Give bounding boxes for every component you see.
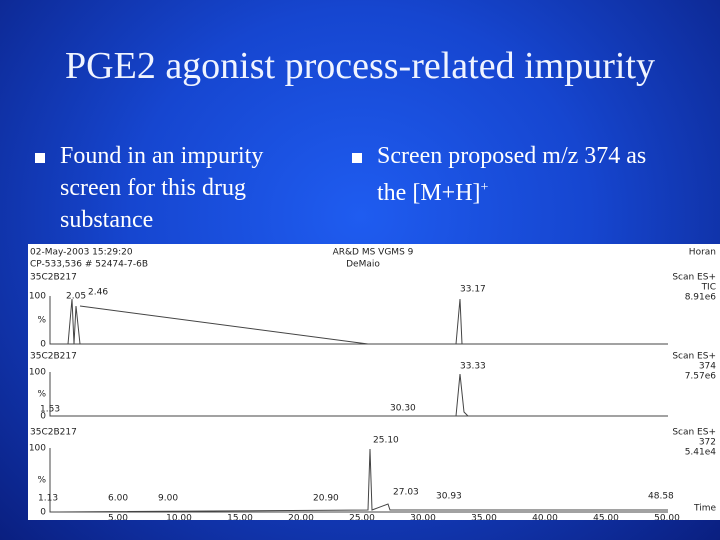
peak-label: 27.03 <box>393 488 419 498</box>
x-tick-label: 5.00 <box>108 514 128 521</box>
figure-background <box>28 244 720 520</box>
peak-label: 20.90 <box>313 494 339 504</box>
traces <box>49 296 668 513</box>
y-label: % <box>37 476 46 486</box>
x-tick-label: 35.00 <box>471 514 497 521</box>
peak-label: 33.33 <box>460 362 486 372</box>
panel-info: TIC <box>701 283 716 293</box>
peak-label: 6.00 <box>108 494 128 504</box>
trace <box>67 298 668 345</box>
header-text: Horan <box>689 248 716 258</box>
text: the [M+H] <box>377 180 481 206</box>
bullet-marker <box>352 153 362 163</box>
y-label: % <box>37 316 46 326</box>
panel-info: 372 <box>699 438 716 448</box>
bullet-line: the [M+H]+ <box>377 172 646 209</box>
superscript: + <box>480 180 489 195</box>
y-label: 0 <box>40 412 46 422</box>
panel-label: 35C2B217 <box>30 352 77 362</box>
y-label: 100 <box>29 444 46 454</box>
peak-label: 1.53 <box>40 405 60 415</box>
panel-info: 7.57e6 <box>685 372 717 382</box>
panel-info: 8.91e6 <box>685 293 717 303</box>
panel-info: 5.41e4 <box>685 448 717 458</box>
header-text: CP-533,536 # 52474-7-6B <box>30 260 148 270</box>
peak-label: 2.46 <box>88 288 108 298</box>
header-text: DeMaio <box>346 260 380 270</box>
x-tick-label: 15.00 <box>227 514 253 521</box>
bullet-line: substance <box>60 207 154 233</box>
x-tick-label: 10.00 <box>166 514 192 521</box>
peak-label: 30.30 <box>390 404 416 414</box>
peak-label: 2.05 <box>66 292 86 302</box>
y-label: % <box>37 390 46 400</box>
axis <box>49 448 668 513</box>
panel-label: 35C2B217 <box>30 428 77 438</box>
trace <box>68 373 668 417</box>
bullet: Screen proposed m/z 374 as the [M+H]+ <box>352 140 647 209</box>
y-label: 0 <box>40 508 46 518</box>
x-tick-label: 20.00 <box>288 514 314 521</box>
panel-info: 374 <box>699 362 716 372</box>
panel-label: 35C2B217 <box>30 273 77 283</box>
peak-label: 25.10 <box>373 436 399 446</box>
x-tick-label: 30.00 <box>410 514 436 521</box>
peak-label: 9.00 <box>158 494 178 504</box>
header-text: AR&D MS VGMS 9 <box>333 248 414 258</box>
peak-label: 1.13 <box>38 494 58 504</box>
bullet: Found in an impurity screen for this dru… <box>35 140 264 236</box>
panel-info: Scan ES+ <box>672 352 716 362</box>
x-tick-label: 40.00 <box>532 514 558 521</box>
chromatogram: 02-May-2003 15:29:20 AR&D MS VGMS 9 Horan C… <box>28 244 720 520</box>
peak-label: 30.93 <box>436 492 462 502</box>
slide-title: PGE2 agonist process-related impurity <box>65 45 655 87</box>
y-label: 100 <box>29 292 46 302</box>
bullet-line: screen for this drug <box>60 175 246 201</box>
x-tick-label: 25.00 <box>349 514 375 521</box>
trace <box>57 448 668 513</box>
y-label: 0 <box>40 340 46 350</box>
x-tick-label: 45.00 <box>593 514 619 521</box>
x-tick-label: 50.00 <box>654 514 680 521</box>
bullet-line: Found in an impurity <box>60 143 264 169</box>
peak-label: 33.17 <box>460 285 486 295</box>
panel-info: Scan ES+ <box>672 273 716 283</box>
bullet-marker <box>35 153 45 163</box>
panel-info: Scan ES+ <box>672 428 716 438</box>
y-label: 100 <box>29 368 46 378</box>
header-text: 02-May-2003 15:29:20 <box>30 248 133 258</box>
peak-label: 48.58 <box>648 492 674 502</box>
x-axis-label: Time <box>693 504 716 514</box>
bullet-line: Screen proposed m/z 374 as <box>377 143 647 169</box>
